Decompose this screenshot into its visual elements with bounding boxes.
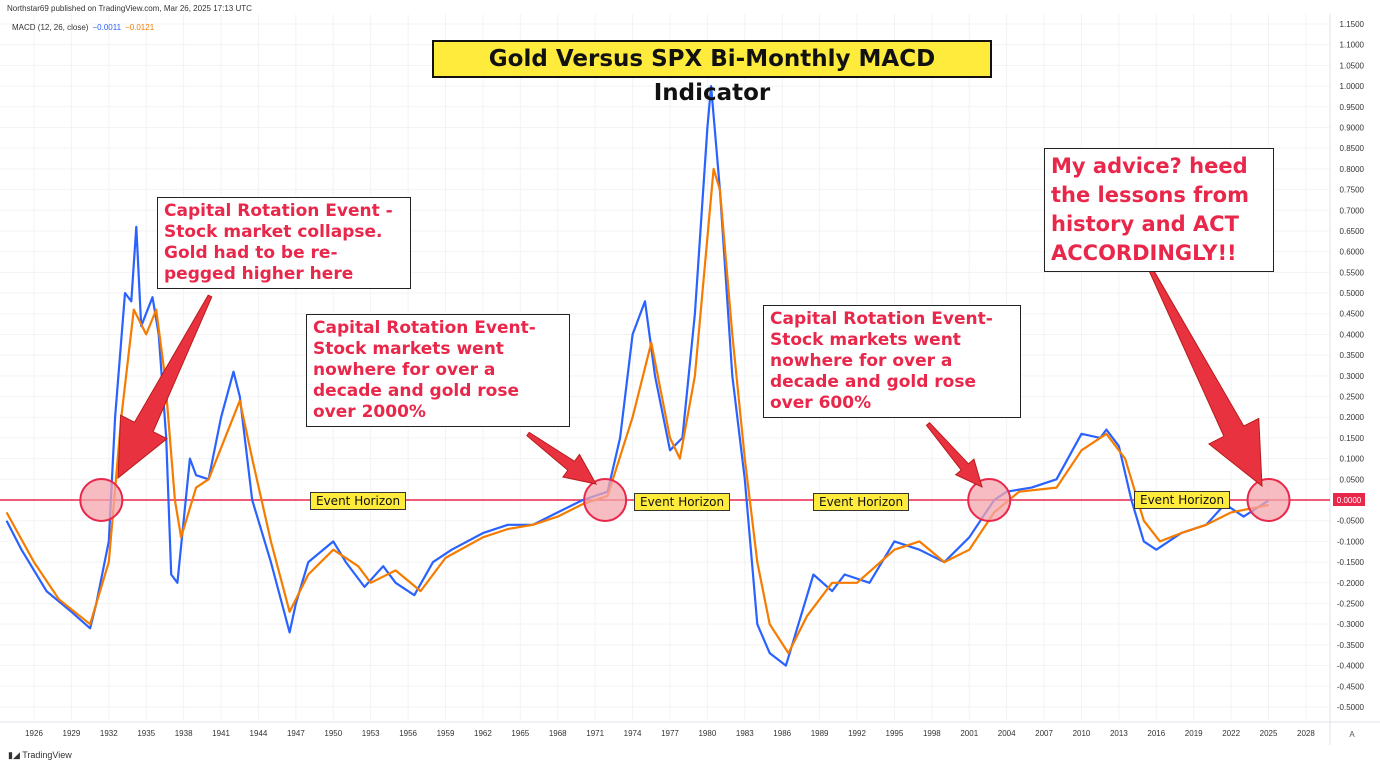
event-circle	[79, 478, 124, 522]
arrow-icon	[117, 294, 213, 480]
x-tick-label: 1941	[212, 729, 230, 738]
note-1970s: Capital Rotation Event- Stock markets we…	[306, 314, 570, 427]
y-tick-label: -0.1500	[1337, 558, 1365, 567]
y-tick-label: 0.5000	[1340, 289, 1365, 298]
y-tick-label: -0.4500	[1337, 682, 1365, 691]
y-tick-label: -0.3000	[1337, 620, 1365, 629]
x-tick-label: 2013	[1110, 729, 1128, 738]
x-tick-label: 2025	[1260, 729, 1278, 738]
x-tick-label: 1947	[287, 729, 305, 738]
x-tick-label: 2001	[960, 729, 978, 738]
y-tick-label: 0.7500	[1340, 186, 1365, 195]
signal-line	[5, 167, 1269, 655]
x-tick-label: 1974	[624, 729, 642, 738]
x-tick-label: 2022	[1222, 729, 1240, 738]
chart-title: Gold Versus SPX Bi-Monthly MACD Indicato…	[432, 40, 992, 106]
y-tick-label: 1.1000	[1340, 41, 1365, 50]
brand-name: TradingView	[22, 750, 72, 760]
x-tick-label: 2010	[1073, 729, 1091, 738]
x-tick-label: 1980	[698, 729, 716, 738]
y-tick-label: 0.9000	[1340, 123, 1365, 132]
arrow-icon	[1147, 266, 1263, 488]
event-horizon-label: Event Horizon	[310, 492, 407, 510]
y-tick-label: 0.4000	[1340, 330, 1365, 339]
x-tick-label: 1959	[437, 729, 455, 738]
y-tick-label: 0.8000	[1340, 165, 1365, 174]
y-tick-label: 0.8500	[1340, 144, 1365, 153]
note-1932: Capital Rotation Event - Stock market co…	[157, 197, 411, 289]
y-tick-label: 1.0500	[1340, 61, 1365, 70]
y-tick-label: 0.4500	[1340, 310, 1365, 319]
x-tick-label: 2004	[998, 729, 1016, 738]
y-tick-label: 0.5500	[1340, 268, 1365, 277]
event-horizon-label: Event Horizon	[1134, 491, 1231, 509]
indicator-legend: MACD (12, 26, close) −0.0011 −0.0121	[12, 23, 154, 32]
x-tick-label: 1998	[923, 729, 941, 738]
x-tick-label: 1983	[736, 729, 754, 738]
x-tick-label: 2028	[1297, 729, 1315, 738]
x-tick-label: 1956	[399, 729, 417, 738]
y-tick-label: 0.2500	[1340, 393, 1365, 402]
x-tick-label: 1938	[175, 729, 193, 738]
event-circle	[1246, 478, 1291, 522]
event-horizon-label: Event Horizon	[813, 493, 910, 511]
y-tick-label: 1.1500	[1340, 20, 1365, 29]
y-tick-label: 0.7000	[1340, 206, 1365, 215]
x-tick-label: 1926	[25, 729, 43, 738]
arrow-icon	[526, 431, 597, 485]
y-tick-label: -0.2000	[1337, 579, 1365, 588]
x-tick-label: 1929	[63, 729, 81, 738]
y-tick-label: 1.0000	[1340, 82, 1365, 91]
note-2000s: Capital Rotation Event- Stock markets we…	[763, 305, 1021, 418]
tradingview-logo: ▮◢ TradingView	[8, 750, 72, 760]
event-circle	[967, 478, 1012, 522]
x-tick-label: 1965	[511, 729, 529, 738]
y-tick-label: -0.2500	[1337, 599, 1365, 608]
y-tick-label: -0.4000	[1337, 662, 1365, 671]
y-tick-label: 0.3500	[1340, 351, 1365, 360]
x-tick-label: 1944	[250, 729, 268, 738]
y-tick-label: -0.0500	[1337, 517, 1365, 526]
y-tick-label: 0.3000	[1340, 372, 1365, 381]
x-tick-label: 1989	[811, 729, 829, 738]
arrow-icon	[925, 422, 983, 488]
x-tick-label: 1986	[773, 729, 791, 738]
x-tick-label: 1962	[474, 729, 492, 738]
y-tick-label: -0.3500	[1337, 641, 1365, 650]
x-tick-label: 1992	[848, 729, 866, 738]
event-horizon-label: Event Horizon	[634, 493, 731, 511]
x-tick-label: 2016	[1147, 729, 1165, 738]
y-tick-label: 0.9500	[1340, 103, 1365, 112]
x-tick-label: 2019	[1185, 729, 1203, 738]
y-tick-label: 0.0500	[1340, 475, 1365, 484]
publish-info: Northstar69 published on TradingView.com…	[7, 4, 252, 13]
y-tick-label: -0.1000	[1337, 537, 1365, 546]
zero-price-label: 0.0000	[1337, 496, 1362, 505]
x-tick-label: 1935	[137, 729, 155, 738]
macd-value: −0.0011	[92, 23, 122, 32]
y-tick-label: 0.1000	[1340, 455, 1365, 464]
x-tick-label: 1995	[886, 729, 904, 738]
event-circle	[583, 478, 628, 522]
x-tick-label: 1950	[324, 729, 342, 738]
scale-mode-button[interactable]: A	[1349, 730, 1355, 739]
indicator-name: MACD (12, 26, close)	[12, 23, 89, 32]
y-tick-label: 0.6500	[1340, 227, 1365, 236]
x-tick-label: 1971	[586, 729, 604, 738]
note-advice: My advice? heed the lessons from history…	[1044, 148, 1274, 272]
y-tick-label: 0.1500	[1340, 434, 1365, 443]
x-tick-label: 1977	[661, 729, 679, 738]
x-tick-label: 2007	[1035, 729, 1053, 738]
y-tick-label: 0.6000	[1340, 248, 1365, 257]
signal-value: −0.0121	[125, 23, 155, 32]
y-tick-label: -0.5000	[1337, 703, 1365, 712]
y-tick-label: 0.2000	[1340, 413, 1365, 422]
x-tick-label: 1968	[549, 729, 567, 738]
x-tick-label: 1932	[100, 729, 118, 738]
zero-price-badge	[1333, 493, 1365, 506]
x-tick-label: 1953	[362, 729, 380, 738]
